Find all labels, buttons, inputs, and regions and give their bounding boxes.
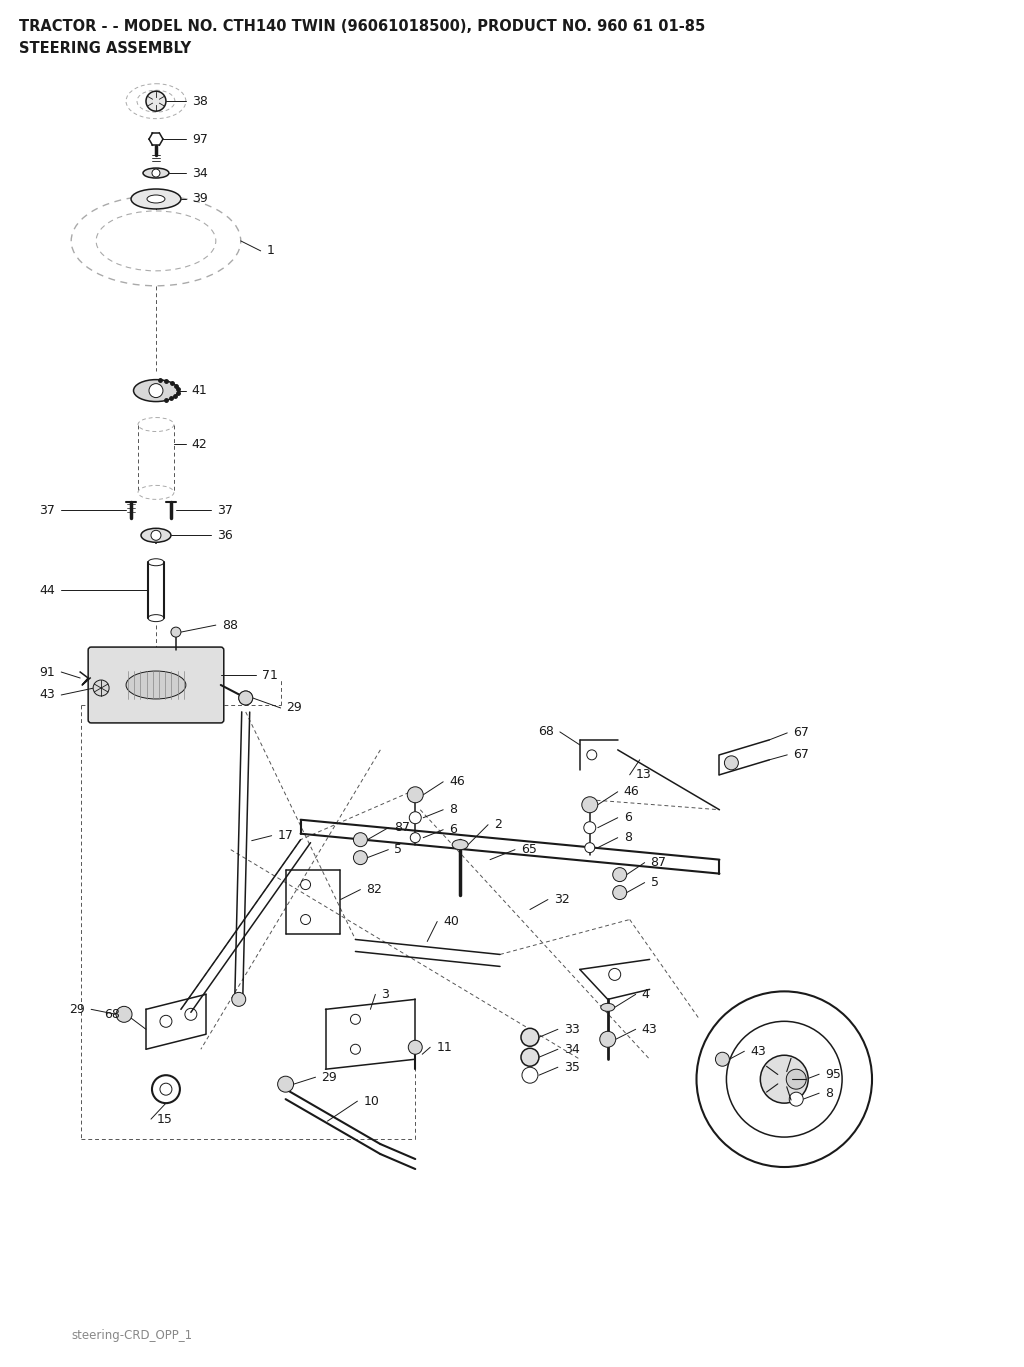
Text: 6: 6 — [624, 811, 632, 824]
Circle shape — [409, 1040, 422, 1054]
Text: 8: 8 — [450, 804, 457, 816]
Text: 87: 87 — [650, 856, 667, 869]
Text: 5: 5 — [650, 876, 658, 889]
Text: 32: 32 — [554, 893, 569, 906]
Circle shape — [152, 170, 160, 178]
Text: 68: 68 — [538, 726, 554, 738]
Text: 29: 29 — [322, 1070, 337, 1084]
Text: 65: 65 — [521, 843, 537, 856]
Text: 67: 67 — [794, 726, 809, 740]
Text: 13: 13 — [636, 768, 651, 782]
Circle shape — [148, 384, 163, 398]
Text: 37: 37 — [217, 504, 232, 517]
Text: 29: 29 — [70, 1003, 85, 1016]
Text: 8: 8 — [624, 831, 632, 845]
Circle shape — [408, 787, 423, 802]
Text: 82: 82 — [367, 883, 382, 897]
Text: 38: 38 — [191, 94, 208, 108]
Text: 68: 68 — [104, 1007, 120, 1021]
Text: 95: 95 — [825, 1068, 841, 1081]
Text: 35: 35 — [564, 1061, 580, 1073]
Text: 43: 43 — [751, 1044, 766, 1058]
Text: steering-CRD_OPP_1: steering-CRD_OPP_1 — [72, 1329, 193, 1341]
Circle shape — [353, 850, 368, 865]
Text: 91: 91 — [40, 666, 55, 678]
Circle shape — [278, 1076, 294, 1092]
Text: 34: 34 — [564, 1043, 580, 1055]
Text: 88: 88 — [222, 619, 238, 632]
Text: 10: 10 — [364, 1095, 379, 1107]
Text: 11: 11 — [436, 1040, 452, 1054]
Ellipse shape — [126, 671, 186, 699]
Circle shape — [151, 530, 161, 540]
Text: 6: 6 — [450, 823, 457, 837]
Text: STEERING ASSEMBLY: STEERING ASSEMBLY — [19, 41, 191, 56]
Text: 37: 37 — [39, 504, 55, 517]
Circle shape — [521, 1028, 539, 1046]
Circle shape — [411, 833, 420, 842]
Circle shape — [521, 1048, 539, 1066]
Text: 44: 44 — [40, 584, 55, 596]
Circle shape — [790, 1092, 803, 1106]
Circle shape — [239, 690, 253, 705]
Circle shape — [93, 679, 110, 696]
Text: 1: 1 — [266, 245, 274, 257]
Text: 39: 39 — [191, 193, 208, 205]
Circle shape — [724, 756, 738, 770]
Text: 29: 29 — [287, 701, 302, 715]
Circle shape — [239, 690, 253, 705]
Ellipse shape — [141, 528, 171, 543]
Text: 4: 4 — [642, 988, 649, 1001]
Text: 43: 43 — [40, 689, 55, 701]
Text: 8: 8 — [825, 1087, 834, 1099]
Text: 3: 3 — [381, 988, 389, 1001]
Ellipse shape — [143, 168, 169, 178]
Text: 46: 46 — [624, 785, 639, 798]
Text: 17: 17 — [278, 830, 294, 842]
Circle shape — [716, 1053, 729, 1066]
Ellipse shape — [453, 839, 468, 850]
Circle shape — [786, 1069, 806, 1089]
FancyBboxPatch shape — [88, 647, 224, 723]
Text: 46: 46 — [450, 775, 465, 789]
Circle shape — [612, 886, 627, 899]
Text: 41: 41 — [191, 384, 208, 396]
Circle shape — [600, 1031, 615, 1047]
Text: 33: 33 — [564, 1023, 580, 1036]
Text: 43: 43 — [642, 1023, 657, 1036]
Circle shape — [410, 812, 421, 824]
Circle shape — [582, 797, 598, 813]
Text: 2: 2 — [494, 819, 502, 831]
Circle shape — [584, 822, 596, 834]
Text: 42: 42 — [191, 437, 208, 451]
Circle shape — [353, 833, 368, 846]
Ellipse shape — [131, 189, 181, 209]
Text: 97: 97 — [191, 133, 208, 146]
Circle shape — [116, 1006, 132, 1023]
Circle shape — [146, 92, 166, 111]
Text: TRACTOR - - MODEL NO. CTH140 TWIN (96061018500), PRODUCT NO. 960 61 01-85: TRACTOR - - MODEL NO. CTH140 TWIN (96061… — [19, 19, 706, 34]
Text: 87: 87 — [394, 822, 411, 834]
Circle shape — [585, 842, 595, 853]
Text: 36: 36 — [217, 529, 232, 541]
Ellipse shape — [601, 1003, 614, 1012]
Text: 5: 5 — [394, 843, 402, 856]
Ellipse shape — [147, 195, 165, 202]
Text: 15: 15 — [157, 1113, 173, 1125]
Circle shape — [522, 1068, 538, 1083]
Text: 67: 67 — [794, 748, 809, 761]
Text: 34: 34 — [191, 167, 208, 179]
Circle shape — [231, 992, 246, 1006]
Circle shape — [612, 868, 627, 882]
Text: 71: 71 — [262, 668, 278, 682]
Circle shape — [761, 1055, 808, 1103]
Ellipse shape — [133, 380, 178, 402]
Circle shape — [171, 627, 181, 637]
Text: 40: 40 — [443, 915, 459, 928]
